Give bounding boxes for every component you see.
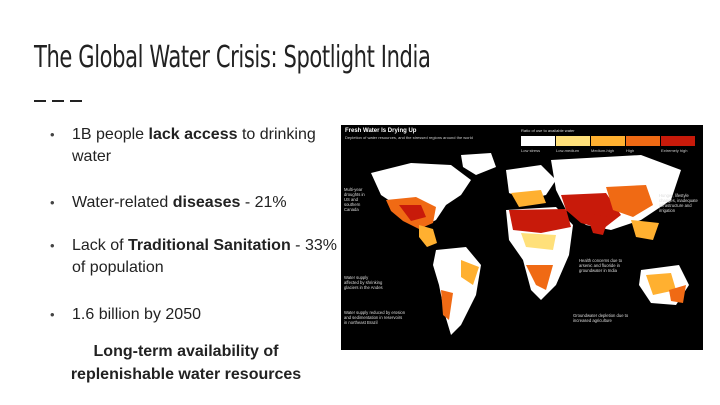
bullet-item-population-2050: 1.6 billion by 2050 — [50, 304, 340, 326]
legend-labels: Low stress Low-medium Medium-high High E… — [521, 148, 688, 153]
legend-title: Ratio of use to available water — [521, 128, 575, 133]
title-underline-decoration — [34, 100, 82, 102]
world-map-graphic — [371, 153, 689, 335]
map-subtitle: Depletion of water resources, and the st… — [345, 135, 473, 140]
bullet-item-access: 1B people lack access to drinking water — [50, 124, 340, 168]
legend-swatch-low-medium — [556, 136, 590, 146]
legend-swatch-extremely-high — [661, 136, 695, 146]
legend-swatch-high — [626, 136, 660, 146]
annotation-andes-glaciers: Water supply affected by shrinking glaci… — [344, 275, 383, 290]
annotation-groundwater-depletion: Groundwater depletion due to increased a… — [573, 313, 629, 323]
annotation-india-arsenic: Health concerns due to arsenic and fluor… — [579, 258, 623, 273]
bullet-item-diseases: Water-related diseases - 21% — [50, 192, 340, 214]
bullet-list: 1B people lack access to drinking water … — [50, 124, 340, 326]
annotation-brazil-reservoirs: Water supply reduced by erosion and sedi… — [344, 310, 406, 325]
world-water-stress-map: Fresh Water Is Drying Up Depletion of wa… — [341, 125, 703, 350]
legend-swatch-low — [521, 136, 555, 146]
map-legend — [521, 136, 695, 146]
slide-title: The Global Water Crisis: Spotlight India — [34, 40, 431, 75]
annotation-hunger-irrigation: Hunger, lifestyle changes, inadequate in… — [659, 193, 698, 213]
bullet-item-sanitation: Lack of Traditional Sanitation - 33% of … — [50, 235, 340, 279]
map-caption: Long-term availability of replenishable … — [70, 343, 302, 383]
legend-swatch-medium-high — [591, 136, 625, 146]
map-title: Fresh Water Is Drying Up — [345, 128, 417, 134]
annotation-us-droughts: Multi-year droughts in US and southern C… — [344, 187, 365, 212]
